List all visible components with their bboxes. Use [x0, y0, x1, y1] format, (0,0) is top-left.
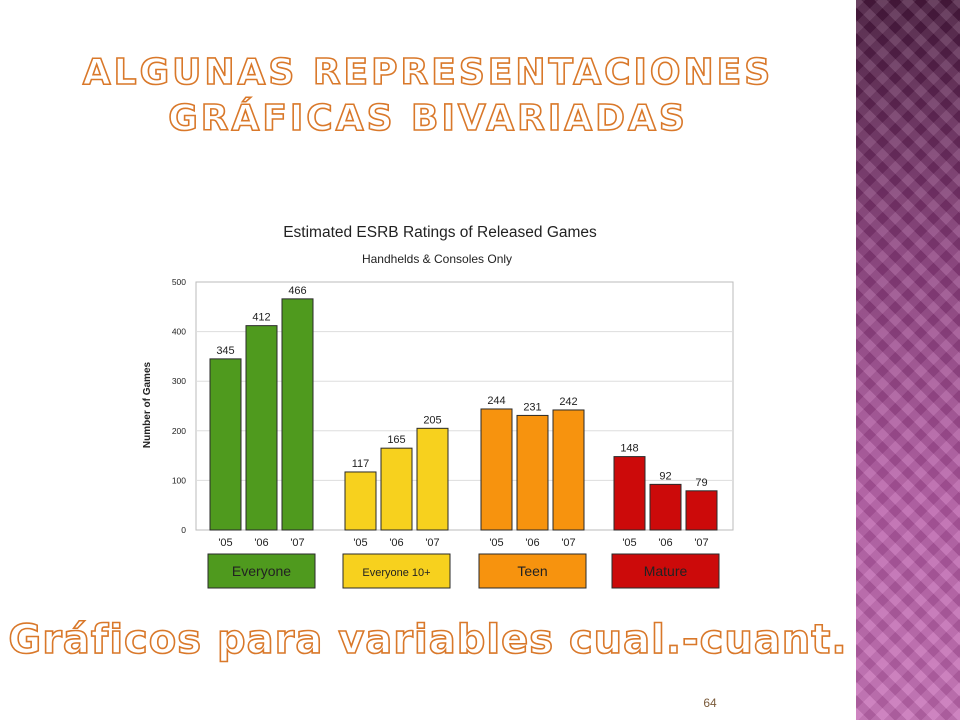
decorative-side-panel [856, 0, 960, 720]
bar [416, 427, 449, 531]
bar [613, 456, 646, 531]
y-tick-labels: 0 100 200 300 400 500 [172, 277, 186, 535]
group-label-box [611, 553, 720, 589]
y-tick-label: 500 [172, 277, 186, 287]
x-tick-label: '06 [658, 537, 672, 549]
data-label: 205 [423, 414, 441, 426]
y-tick-label: 300 [172, 376, 186, 386]
data-label: 345 [216, 345, 234, 357]
title-line-2: GRÁFICAS BIVARIADAS [167, 97, 688, 140]
group-label-box [342, 553, 451, 589]
data-label: 466 [288, 285, 306, 297]
bar [380, 447, 413, 531]
x-tick-labels: '05 '06 '07 '05 '06 '07 '05 '06 '07 '05 '06 '07 [218, 537, 708, 549]
x-tick-label: '05 [489, 537, 503, 549]
chart-subtitle: Handhelds & Consoles Only [362, 252, 512, 266]
bar [245, 325, 278, 531]
bar [516, 414, 549, 531]
x-tick-label: '07 [561, 537, 575, 549]
y-tick-label: 100 [172, 475, 186, 485]
x-tick-label: '05 [218, 537, 232, 549]
group-labels: Everyone Everyone 10+ Teen Mature [207, 553, 720, 589]
slide-title: ALGUNAS REPRESENTACIONES GRÁFICAS BIVARI… [0, 50, 856, 142]
x-tick-label: '05 [353, 537, 367, 549]
y-tick-label: 400 [172, 327, 186, 337]
group-label: Teen [517, 563, 547, 579]
data-label: 412 [252, 312, 270, 324]
data-label: 242 [559, 396, 577, 408]
bar [344, 471, 377, 531]
data-label: 92 [659, 470, 671, 482]
group-label-box [207, 553, 316, 589]
data-label: 165 [387, 434, 405, 446]
group-label-box [478, 553, 587, 589]
x-tick-label: '06 [389, 537, 403, 549]
group-label: Everyone [232, 563, 291, 579]
chart-title: Estimated ESRB Ratings of Released Games [283, 224, 597, 241]
bars: 345 412 466 117 165 205 244 231 242 148 92 79 [209, 285, 718, 531]
data-label: 231 [523, 401, 541, 413]
data-label: 79 [695, 477, 707, 489]
page-number: 64 [703, 696, 717, 710]
esrb-bar-chart: Estimated ESRB Ratings of Released Games… [142, 224, 734, 589]
data-label: 244 [487, 395, 505, 407]
y-tick-label: 0 [181, 525, 186, 535]
bar [209, 358, 242, 531]
bar [552, 409, 585, 531]
x-tick-label: '05 [622, 537, 636, 549]
x-tick-label: '06 [525, 537, 539, 549]
x-tick-label: '07 [425, 537, 439, 549]
bar [281, 298, 314, 531]
group-label: Everyone 10+ [362, 567, 430, 579]
data-label: 117 [352, 458, 370, 470]
x-tick-label: '06 [254, 537, 268, 549]
data-label: 148 [620, 443, 638, 455]
bar [480, 408, 513, 531]
bar [649, 483, 682, 531]
slide-subtitle: Gráficos para variables cual.-cuant. [8, 616, 848, 664]
x-tick-label: '07 [290, 537, 304, 549]
y-tick-label: 200 [172, 426, 186, 436]
group-label: Mature [644, 563, 688, 579]
bar [685, 490, 718, 531]
title-line-1: ALGUNAS REPRESENTACIONES [82, 51, 774, 94]
x-tick-label: '07 [694, 537, 708, 549]
y-axis-label: Number of Games [142, 361, 153, 448]
